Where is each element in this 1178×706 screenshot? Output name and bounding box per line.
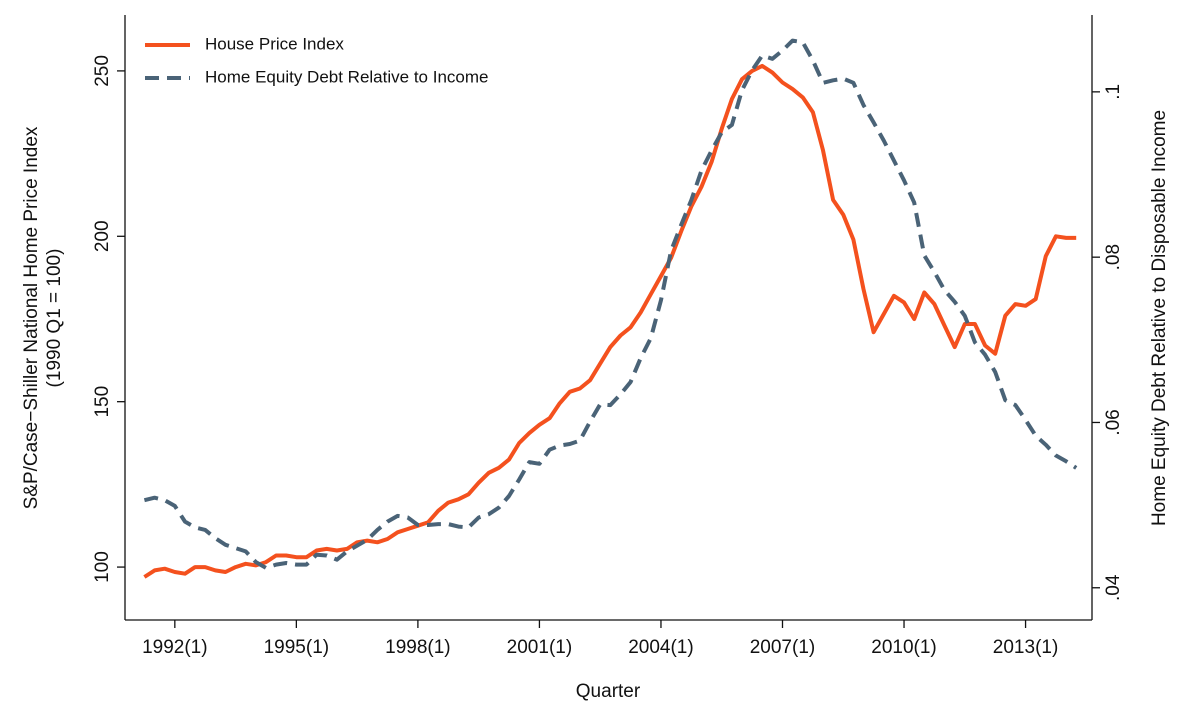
x-axis-label: Quarter	[576, 681, 641, 702]
legend-label: House Price Index	[205, 34, 344, 53]
x-tick-label: 2010(1)	[871, 637, 937, 658]
x-tick-label: 1998(1)	[385, 637, 451, 658]
y-tick-label: 100	[92, 551, 113, 583]
y2-tick-label: .04	[1103, 574, 1124, 601]
y2-axis-label: Home Equity Debt Relative to Disposable …	[1149, 110, 1170, 526]
y2-tick-label: .08	[1103, 244, 1124, 270]
y-tick-label: 150	[92, 386, 113, 418]
series-line	[143, 63, 1077, 579]
y-tick-label: 200	[92, 220, 113, 252]
series-line	[143, 38, 1078, 570]
x-tick-label: 2001(1)	[507, 637, 573, 658]
x-tick-label: 1995(1)	[264, 637, 330, 658]
y-axis-label: S&P/Case−Shiller National Home Price Ind…	[21, 126, 42, 509]
y2-tick-label: .06	[1103, 409, 1124, 435]
y2-tick-label: .1	[1103, 84, 1124, 100]
x-tick-label: 1992(1)	[142, 637, 208, 658]
x-tick-label: 2013(1)	[993, 637, 1059, 658]
x-tick-label: 2004(1)	[628, 637, 694, 658]
legend-label: Home Equity Debt Relative to Income	[205, 67, 488, 86]
y-axis-label: (1990 Q1 = 100)	[44, 249, 65, 388]
x-tick-label: 2007(1)	[750, 637, 816, 658]
y-tick-label: 250	[92, 55, 113, 87]
